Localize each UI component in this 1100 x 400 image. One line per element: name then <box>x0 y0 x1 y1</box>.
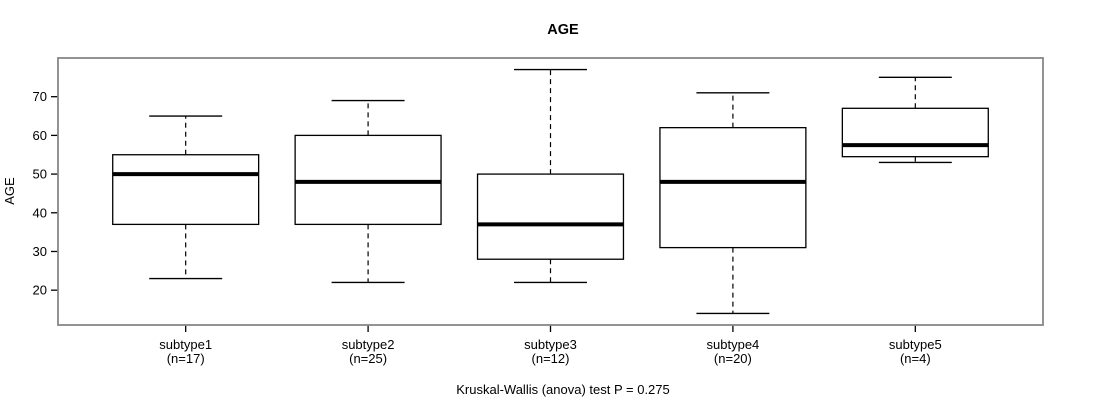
chart-title: AGE <box>547 22 579 38</box>
boxplot-subtype5: subtype5(n=4) <box>841 76 989 366</box>
x-tick-sublabel: (n=4) <box>900 351 931 366</box>
y-tick-label: 60 <box>33 128 47 143</box>
x-tick-label: subtype3 <box>524 337 577 352</box>
x-tick-sublabel: (n=20) <box>714 351 752 366</box>
boxplot-subtype1: subtype1(n=17) <box>112 115 260 366</box>
x-tick-label: subtype5 <box>889 337 942 352</box>
iqr-box <box>476 173 625 260</box>
y-axis-label: AGE <box>2 177 17 205</box>
y-tick-label: 70 <box>33 89 47 104</box>
iqr-box <box>112 154 260 226</box>
x-tick-sublabel: (n=17) <box>167 351 205 366</box>
x-tick-label: subtype2 <box>342 337 395 352</box>
boxplot-subtype3: subtype3(n=12) <box>476 68 625 366</box>
iqr-box <box>659 127 807 249</box>
y-tick-label: 50 <box>33 167 47 182</box>
x-tick-sublabel: (n=25) <box>349 351 387 366</box>
plot-frame <box>57 57 1044 326</box>
y-tick-label: 20 <box>33 283 47 298</box>
y-tick-label: 40 <box>33 205 47 220</box>
boxplot-subtype2: subtype2(n=25) <box>294 99 442 366</box>
x-tick-label: subtype1 <box>159 337 212 352</box>
kruskal-wallis-caption: Kruskal-Wallis (anova) test P = 0.275 <box>456 382 670 397</box>
x-tick-label: subtype4 <box>707 337 760 352</box>
y-tick-label: 30 <box>33 244 47 259</box>
boxplot-subtype4: subtype4(n=20) <box>659 92 807 366</box>
iqr-box <box>841 107 989 158</box>
plot-area: 203040506070subtype1(n=17)subtype2(n=25)… <box>33 57 1044 366</box>
x-tick-sublabel: (n=12) <box>532 351 570 366</box>
